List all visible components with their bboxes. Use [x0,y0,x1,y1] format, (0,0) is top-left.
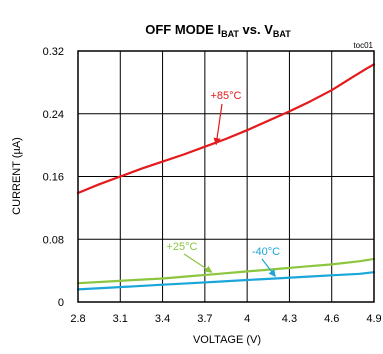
series-line-1 [76,257,376,285]
series-label-1: +25°C [166,241,197,253]
x-tick-label: 3.4 [155,313,170,325]
x-tick-label: 3.1 [113,313,128,325]
y-axis-label: CURRENT (µA) [11,137,23,215]
x-tick-label: 3.7 [197,313,212,325]
title-subscript-2: BAT [273,29,291,39]
series-label-0: +85°C [210,90,241,102]
series-label-arrow-1 [183,253,213,273]
chart-title: OFF MODE IBAT vs. VBAT [145,22,291,39]
series-line-2 [76,271,376,291]
series-label-arrow-0 [213,103,223,146]
y-tick-label: 0.16 [43,172,64,184]
x-tick-label: 4.6 [324,313,339,325]
series-label-2: -40°C [252,246,280,258]
plot-frame [77,50,375,303]
x-tick-label: 4 [244,313,250,325]
tick-labels: 2.8 3.1 3.4 3.7 4 4.3 4.6 4.9 0 0.08 0.16 0.24 0.32 [43,46,382,325]
series-line-0 [76,63,376,195]
chart-code-label: toc01 [353,41,373,50]
y-tick-label: 0.24 [43,109,64,121]
y-tick-label: 0.32 [43,46,64,58]
series-lines [76,63,376,291]
y-tick-label: 0.08 [43,234,64,246]
grid [78,51,374,302]
title-subscript-1: BAT [221,29,239,39]
series-annotations: +85°C +25°C -40°C [166,90,280,278]
x-tick-label: 4.9 [366,313,381,325]
title-middle: vs. V [239,22,273,37]
x-tick-label: 2.8 [70,313,85,325]
title-prefix: OFF MODE I [145,22,221,37]
x-tick-label: 4.3 [282,313,297,325]
y-tick-label: 0 [58,297,64,309]
series-label-arrow-2 [261,258,276,278]
x-axis-label: VOLTAGE (V) [193,334,261,346]
